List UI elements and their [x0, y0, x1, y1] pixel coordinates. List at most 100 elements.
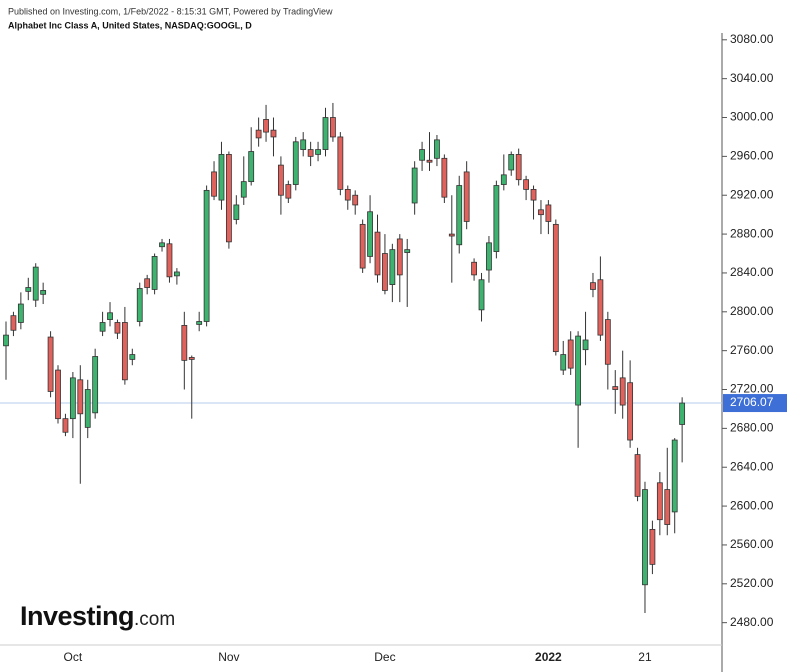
candle-body [32, 266, 39, 301]
candle-body [382, 253, 388, 291]
candle-body [448, 233, 455, 237]
candle-body [426, 159, 433, 163]
candle-body [515, 154, 522, 181]
y-tick-label: 2720.00 [730, 382, 774, 396]
candle-body [441, 157, 448, 198]
candle-body [597, 279, 604, 336]
candle-body [84, 389, 91, 428]
candle-body [151, 256, 158, 290]
candle-body [560, 354, 567, 371]
candle-body [456, 185, 463, 246]
x-tick-label: Dec [374, 650, 395, 664]
candle-body [144, 278, 151, 288]
candle-body [352, 194, 359, 206]
y-tick-label: 2760.00 [730, 343, 774, 357]
candle-body [292, 141, 299, 185]
candle-body [248, 151, 255, 183]
candle-body [40, 290, 47, 295]
candle-body [567, 339, 574, 369]
candle-body [136, 288, 143, 322]
candle-body [10, 315, 17, 331]
candle-body [69, 377, 76, 420]
candle-body [679, 402, 686, 425]
candle-body [604, 319, 611, 365]
y-tick-label: 3040.00 [730, 71, 774, 85]
y-tick-label: 2880.00 [730, 226, 774, 240]
candle-body [47, 336, 54, 392]
candle-body [55, 369, 61, 420]
candle-body [211, 171, 217, 197]
candle-body [552, 223, 559, 353]
candle-body [649, 529, 656, 565]
y-tick-label: 2680.00 [730, 421, 774, 435]
y-tick-label: 2600.00 [730, 498, 774, 512]
x-tick-label: Nov [218, 650, 239, 664]
candle-body [359, 223, 366, 269]
candle-body [278, 164, 284, 196]
y-tick-label: 2560.00 [730, 537, 774, 551]
candle-body [486, 242, 492, 271]
candle-body [538, 209, 544, 216]
candle-body [575, 335, 582, 406]
x-tick-label: 2022 [535, 650, 562, 664]
y-tick-label: 2520.00 [730, 576, 774, 590]
last-price-label: 2706.07 [730, 395, 774, 409]
candle-body [590, 282, 596, 290]
candle-body [300, 139, 307, 150]
candle-body [173, 271, 180, 277]
candle-body [255, 129, 262, 139]
candle-body [463, 171, 470, 222]
candle-body [374, 231, 381, 276]
candle-body [263, 119, 269, 133]
candle-body [478, 279, 485, 311]
y-tick-label: 2640.00 [730, 459, 774, 473]
candle-body [307, 149, 314, 157]
candle-body [166, 243, 173, 278]
candle-body [107, 312, 113, 320]
y-tick-label: 2840.00 [730, 265, 774, 279]
candle-body [159, 242, 165, 248]
candle-body [664, 489, 671, 525]
logo-name: Investing [20, 601, 134, 631]
candle-body [411, 167, 418, 204]
candle-body [612, 386, 619, 390]
candle-body [3, 334, 9, 347]
candle-body [627, 382, 634, 441]
candle-body [196, 321, 203, 325]
candle-body [181, 324, 188, 361]
y-tick-label: 2920.00 [730, 187, 774, 201]
candle-body [129, 354, 136, 360]
y-tick-label: 2480.00 [730, 615, 774, 629]
last-price-tag [723, 394, 787, 413]
candle-body [203, 189, 210, 322]
y-tick-label: 3000.00 [730, 110, 774, 124]
candle-body [218, 154, 225, 201]
candle-body [233, 204, 240, 220]
y-tick-label: 2960.00 [730, 149, 774, 163]
candle-body [92, 356, 99, 414]
y-tick-label: 3080.00 [730, 32, 774, 46]
candle-body [656, 482, 663, 521]
logo: Investing.com [20, 601, 175, 631]
candle-body [523, 179, 529, 190]
candle-body [315, 149, 321, 155]
candle-body [121, 322, 128, 381]
candle-body [671, 439, 678, 513]
candle-body [471, 261, 477, 276]
candle-body [500, 174, 507, 185]
x-tick-label: 21 [638, 650, 652, 664]
candle-body [389, 249, 396, 285]
candle-body [337, 136, 344, 190]
candle-body [404, 249, 411, 253]
candle-body [493, 185, 500, 252]
candle-body [367, 211, 373, 257]
candle-body [17, 303, 24, 323]
candle-body [582, 339, 589, 351]
candle-body [270, 129, 277, 138]
candle-body [344, 188, 351, 201]
candle-body [225, 154, 232, 243]
candle-body [642, 489, 648, 586]
candle-body [530, 188, 537, 201]
candle-body [322, 117, 329, 150]
